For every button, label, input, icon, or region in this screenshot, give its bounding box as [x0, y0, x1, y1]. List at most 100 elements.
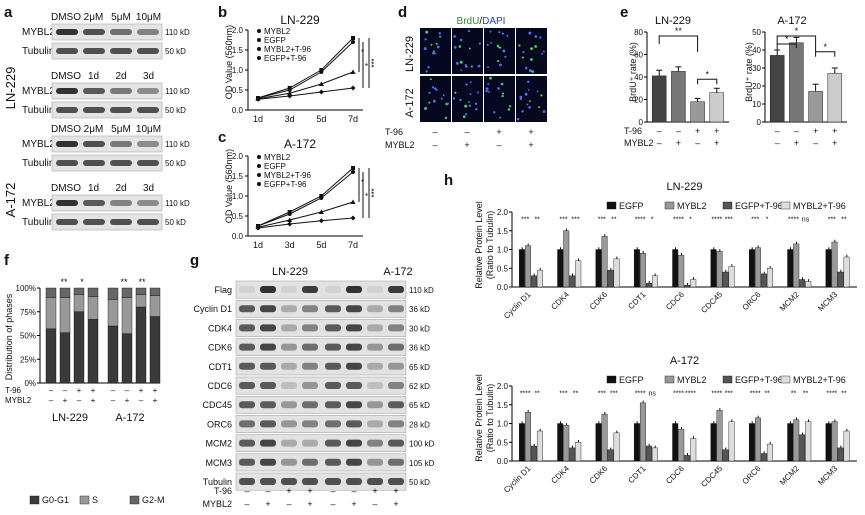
blot-band	[325, 286, 341, 293]
bar	[825, 249, 832, 288]
blot-band	[281, 478, 297, 485]
cell-nucleus	[504, 55, 507, 58]
sig-annotation: ***	[598, 216, 606, 223]
legend-swatch	[780, 375, 791, 384]
cell-nucleus	[496, 44, 500, 48]
blot-kd-label: 105 kD	[409, 459, 435, 468]
cell-nucleus	[534, 35, 538, 38]
condition-value: –	[372, 499, 377, 509]
cell-nucleus	[499, 63, 502, 67]
stacked-bar-segment	[87, 287, 99, 297]
bar	[639, 402, 646, 462]
cell-nucleus	[427, 65, 430, 69]
panel-b-title: LN-229	[280, 13, 320, 27]
cell-nucleus	[542, 50, 545, 53]
condition-value: +	[125, 396, 130, 405]
bar	[710, 423, 717, 462]
cell-nucleus	[425, 30, 429, 34]
y-tick-label: 2.0	[497, 382, 509, 391]
bar	[601, 413, 608, 462]
micrograph-tile	[484, 76, 515, 122]
legend-marker	[257, 56, 261, 60]
blot-kd-label: 50 kD	[165, 106, 186, 115]
bar	[748, 249, 755, 288]
blot-band	[110, 107, 132, 113]
blot-kd-label: 110 kD	[165, 28, 190, 37]
x-tick-label: Cyclin D1	[502, 290, 533, 321]
cell-nucleus	[477, 64, 481, 68]
data-point	[318, 89, 324, 95]
panel-letter-c: c	[218, 129, 226, 146]
blot-band	[302, 324, 318, 332]
cell-nucleus	[507, 108, 511, 111]
y-tick-label: 0.0	[232, 232, 244, 241]
condition-value: +	[496, 127, 501, 137]
legend-label: MYBL2+T-96	[264, 45, 311, 54]
blot-band	[260, 286, 276, 293]
bar	[651, 447, 658, 462]
stacked-bar-segment	[107, 287, 119, 300]
legend-label: EGFP	[619, 201, 644, 211]
blot-band	[325, 324, 341, 332]
panel-c-chart: 0.0 0.5 1.0 1.5 2.0 1d 3d 5d 7d MYBL2EGFPMYBL2+T-…	[232, 152, 379, 250]
bar	[793, 243, 800, 288]
blot-band	[302, 343, 318, 351]
bar	[766, 443, 773, 462]
blot-band	[388, 478, 404, 485]
cell-nucleus	[521, 110, 524, 113]
condition-value: +	[676, 138, 681, 148]
y-tick-label: 1.5	[497, 401, 509, 410]
bar	[831, 241, 838, 288]
blot-kd-label: 50 kD	[165, 159, 186, 168]
condition-value: –	[676, 126, 681, 136]
cell-nucleus	[442, 94, 445, 97]
cell-nucleus	[476, 91, 480, 94]
blot-kd-label: 110 kD	[165, 87, 190, 96]
condition-label: T-96	[5, 386, 22, 395]
panel-h-ylabel-2a: Relative Protein Level	[474, 374, 484, 462]
micrograph-tile	[516, 28, 547, 74]
cell-nucleus	[499, 116, 502, 119]
x-tick-label: 1d	[253, 240, 263, 250]
blot-band	[367, 401, 383, 409]
cell-nucleus	[474, 102, 478, 106]
micrograph-tile	[420, 76, 451, 122]
stacked-bar-segment	[121, 333, 133, 384]
cell-nucleus	[534, 45, 537, 48]
blot-band	[388, 324, 404, 332]
cell-nucleus	[469, 93, 472, 96]
stacked-bar-segment	[121, 297, 133, 334]
cell-nucleus	[530, 58, 533, 61]
condition-value: +	[528, 140, 533, 150]
cell-nucleus	[524, 66, 528, 70]
blot-row-label: CDC6	[207, 381, 232, 391]
cell-nucleus	[444, 116, 448, 119]
blot-band	[346, 382, 362, 389]
condition-value: –	[244, 486, 249, 496]
bar	[651, 75, 667, 123]
blot-band	[56, 160, 78, 166]
cell-nucleus	[540, 94, 543, 97]
legend-label: EGFP	[619, 375, 644, 385]
x-tick-label: MCM2	[778, 290, 801, 313]
blot-kd-label: 110 kD	[165, 140, 190, 149]
bar	[633, 249, 640, 288]
cell-nucleus	[460, 69, 463, 72]
legend-label: EGFP+T-96	[264, 54, 307, 63]
blot-band	[302, 401, 318, 409]
y-tick-label: 0.5	[497, 264, 509, 273]
condition-value: +	[393, 499, 398, 509]
stacked-bar-segment	[59, 287, 71, 298]
blot-strip	[235, 415, 407, 433]
blot-band	[281, 286, 297, 293]
bar	[524, 412, 531, 462]
cell-nucleus	[516, 117, 520, 121]
panel-d-row-ln229: LN-229	[404, 36, 416, 72]
sig-annotation: *	[365, 192, 368, 201]
sig-annotation: ***	[559, 216, 567, 223]
panel-h-ylabel-2b: (Ratio to Tubulin)	[485, 384, 495, 453]
sig-annotation: ****	[635, 216, 646, 223]
blot-strip	[235, 338, 407, 357]
